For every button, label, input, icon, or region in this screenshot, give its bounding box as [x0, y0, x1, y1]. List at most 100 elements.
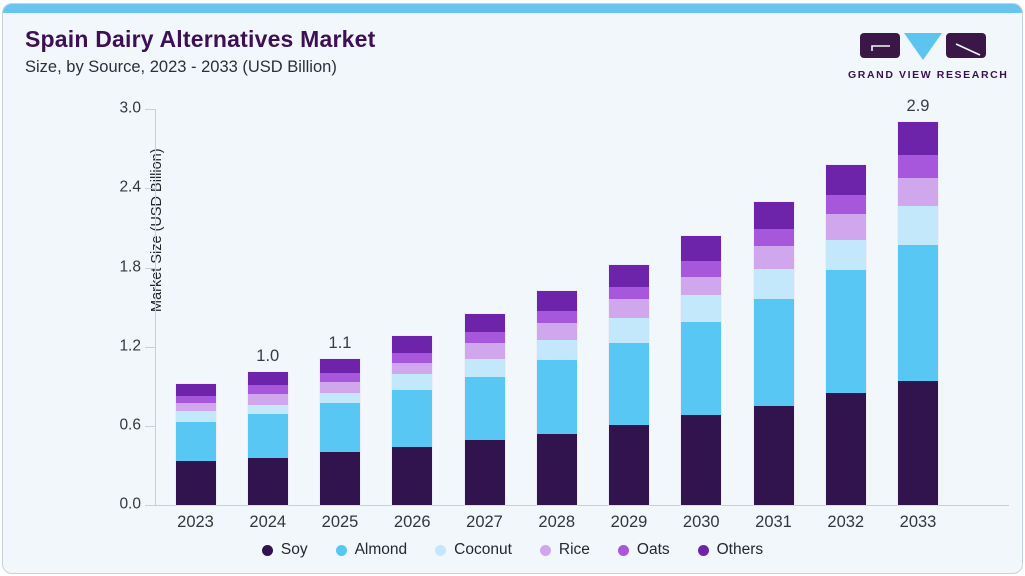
bar-segment-rice: [609, 299, 649, 318]
bar-segment-others: [247, 372, 288, 385]
x-axis-label-2030: 2030: [682, 513, 720, 531]
bar-segment-coconut: [753, 269, 794, 299]
bar-segment-coconut: [320, 393, 360, 403]
bar-segment-almond: [825, 270, 866, 393]
bar-2033: [898, 122, 938, 505]
legend-dot-soy: [261, 544, 273, 556]
brand-logo: GRAND VIEW RESEARCH: [848, 31, 1009, 81]
bar-segment-coconut: [536, 340, 577, 360]
bar-segment-others: [320, 359, 360, 373]
x-axis-label-2029: 2029: [610, 513, 648, 531]
bar-segment-almond: [320, 403, 360, 452]
legend-label: Rice: [558, 541, 590, 558]
legend-item-oats: Oats: [617, 541, 670, 559]
bar-segment-oats: [464, 332, 505, 343]
chart-legend: Soy Almond Coconut Rice Oats Others: [3, 541, 1022, 559]
bar-segment-coconut: [464, 359, 505, 377]
bar-segment-oats: [247, 385, 288, 394]
bar-2024: [247, 372, 288, 505]
bar-segment-coconut: [609, 318, 649, 343]
bar-segment-oats: [681, 261, 722, 277]
x-axis-label-2031: 2031: [755, 513, 792, 531]
y-tick-mark: [145, 346, 155, 348]
legend-dot-almond: [335, 544, 347, 556]
bar-segment-rice: [825, 214, 866, 240]
bar-segment-almond: [753, 299, 794, 406]
accent-top-strip: [3, 4, 1022, 13]
legend-item-rice: Rice: [539, 541, 590, 559]
bar-2027: [464, 314, 505, 505]
bar-segment-soy: [753, 406, 794, 505]
bar-segment-others: [175, 384, 216, 396]
bar-2028: [536, 291, 577, 505]
gvr-logo-icon: [860, 33, 986, 60]
y-axis-title: Market Size (USD Billion): [148, 148, 165, 312]
legend-item-almond: Almond: [335, 541, 408, 559]
bar-segment-rice: [320, 382, 360, 393]
x-axis-label-2024: 2024: [249, 513, 287, 531]
bar-2026: [392, 336, 433, 505]
bar-segment-others: [681, 236, 722, 261]
bar-value-label-2033: 2.9: [906, 97, 930, 115]
bar-segment-rice: [464, 343, 505, 359]
bar-segment-coconut: [247, 405, 288, 414]
x-axis-label-2026: 2026: [393, 513, 431, 531]
bar-segment-others: [609, 265, 649, 287]
x-axis-label-2028: 2028: [538, 513, 576, 531]
legend-label: Oats: [636, 541, 670, 558]
y-tick-mark: [145, 188, 155, 190]
bar-segment-almond: [392, 390, 433, 447]
bar-segment-almond: [609, 343, 649, 425]
bar-segment-oats: [609, 287, 649, 299]
bar-segment-soy: [825, 393, 866, 505]
bar-segment-rice: [898, 178, 938, 206]
bar-segment-rice: [392, 363, 433, 374]
bar-segment-rice: [175, 403, 216, 411]
y-tick-label: 1.2: [119, 337, 141, 355]
y-tick-mark: [145, 505, 155, 506]
legend-dot-oats: [617, 544, 629, 556]
brand-name: GRAND VIEW RESEARCH: [848, 69, 1009, 81]
bar-segment-coconut: [392, 374, 433, 390]
chart-area: Market Size (USD Billion) 0.0 0.6 1.2 1.8 2.…: [3, 4, 1022, 573]
legend-label: Others: [716, 541, 764, 558]
page-title: Spain Dairy Alternatives Market: [25, 26, 376, 52]
bar-segment-rice: [681, 277, 722, 295]
bar-2032: [825, 165, 866, 505]
legend-item-coconut: Coconut: [435, 541, 512, 559]
bar-segment-rice: [753, 246, 794, 269]
y-tick-mark: [145, 109, 155, 111]
legend-dot-others: [697, 544, 709, 556]
legend-dot-rice: [539, 544, 551, 556]
y-tick-mark: [145, 425, 155, 427]
bar-segment-soy: [609, 425, 649, 505]
y-tick-label: 2.4: [119, 179, 141, 197]
bar-2025: [320, 359, 360, 505]
legend-label: Soy: [280, 541, 308, 558]
bar-segment-oats: [392, 353, 433, 363]
chart-header: Spain Dairy Alternatives Market Size, by…: [25, 26, 375, 77]
y-tick-label: 0.6: [119, 416, 141, 434]
bar-segment-rice: [247, 394, 288, 405]
bar-segment-soy: [247, 458, 288, 505]
bar-segment-coconut: [898, 206, 938, 245]
y-tick-label: 1.8: [119, 258, 141, 276]
bar-segment-coconut: [825, 240, 866, 270]
bar-segment-soy: [464, 440, 505, 505]
bar-segment-soy: [536, 434, 577, 505]
legend-label: Almond: [354, 541, 408, 558]
bar-2030: [681, 236, 722, 505]
x-axis-line: [155, 505, 1009, 506]
bar-segment-others: [464, 314, 505, 332]
bar-segment-coconut: [175, 411, 216, 422]
legend-dot-coconut: [435, 544, 447, 556]
bar-2031: [753, 202, 794, 505]
y-axis-line: [155, 109, 156, 506]
x-axis-label-2027: 2027: [466, 513, 503, 531]
bar-segment-others: [898, 122, 938, 155]
bar-segment-rice: [536, 323, 577, 340]
bar-segment-soy: [898, 381, 938, 505]
bar-segment-almond: [536, 360, 577, 434]
legend-item-soy: Soy: [261, 541, 308, 559]
page-subtitle: Size, by Source, 2023 - 2033 (USD Billio…: [25, 58, 337, 76]
